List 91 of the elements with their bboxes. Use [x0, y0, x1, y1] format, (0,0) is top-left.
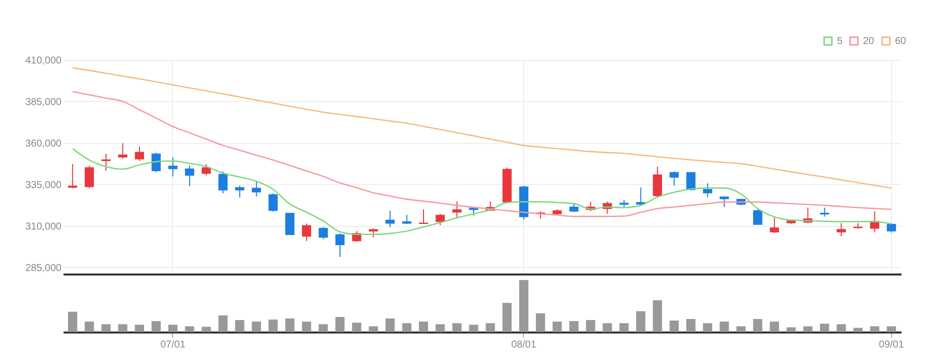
candlestick — [702, 182, 712, 198]
bar — [586, 320, 596, 332]
bar — [101, 324, 111, 332]
bar — [402, 323, 412, 332]
bar — [569, 321, 578, 332]
bar — [886, 326, 896, 332]
bar — [68, 312, 78, 332]
candlestick — [670, 170, 679, 186]
candlestick — [235, 184, 244, 198]
candlestick — [836, 222, 846, 237]
bar — [235, 320, 244, 332]
y-tick-label: 310,000 — [25, 221, 62, 232]
bar — [452, 323, 462, 332]
bar — [202, 326, 211, 332]
bar — [152, 321, 161, 332]
candlestick — [720, 196, 729, 208]
candlestick — [84, 165, 94, 189]
bar — [368, 326, 378, 332]
candlestick — [252, 180, 262, 198]
candlestick — [152, 152, 161, 173]
bar — [134, 324, 144, 332]
bar — [252, 322, 262, 332]
legend-label: 60 — [895, 36, 907, 48]
bar — [318, 324, 328, 332]
bar — [469, 324, 478, 332]
candlestick — [770, 217, 780, 234]
candlestick — [302, 223, 312, 242]
x-tick-label: 07/01 — [160, 340, 186, 350]
bar — [285, 318, 294, 332]
y-tick-label: 335,000 — [25, 180, 62, 191]
bar — [436, 324, 445, 332]
bar — [836, 324, 846, 332]
bar — [418, 322, 428, 332]
bar — [820, 324, 830, 332]
bar — [853, 328, 863, 332]
bar — [335, 316, 345, 332]
bar — [619, 323, 629, 332]
bar — [84, 322, 94, 332]
candlestick — [184, 165, 194, 187]
candlestick — [886, 222, 896, 233]
bar — [184, 326, 194, 332]
candlestick — [68, 164, 78, 189]
candlestick — [686, 172, 696, 192]
candlestick — [268, 192, 278, 212]
bar — [218, 315, 228, 332]
bar — [302, 322, 312, 332]
candlestick — [202, 164, 211, 176]
bar — [118, 324, 128, 332]
legend-label: 5 — [837, 36, 843, 48]
candlestick — [218, 170, 228, 194]
candlestick — [134, 146, 144, 162]
bar — [702, 323, 712, 332]
candlestick — [335, 232, 345, 258]
bar — [770, 322, 780, 332]
candlestick — [452, 201, 462, 218]
bar — [602, 323, 612, 332]
y-tick-label: 385,000 — [25, 96, 62, 108]
y-tick-label: 285,000 — [25, 262, 62, 274]
x-tick-label: 08/01 — [511, 340, 537, 350]
bar — [636, 311, 646, 332]
candlestick — [318, 226, 328, 240]
bar — [552, 322, 562, 332]
bar — [352, 322, 362, 332]
candlestick — [418, 208, 428, 224]
bar — [502, 302, 512, 332]
candlestick — [118, 142, 128, 159]
legend-label: 20 — [863, 36, 875, 48]
bar — [736, 326, 746, 332]
bar — [870, 326, 880, 332]
y-tick-label: 410,000 — [25, 56, 62, 66]
bar — [168, 324, 178, 332]
bar — [786, 327, 796, 332]
bar — [536, 313, 546, 332]
bar — [486, 323, 495, 332]
bar — [519, 280, 528, 332]
candlestick — [436, 213, 445, 226]
bar — [753, 319, 762, 332]
bar — [268, 320, 278, 332]
bar — [670, 320, 679, 332]
bar — [686, 319, 696, 332]
candlestick — [652, 166, 662, 198]
candlestick — [753, 209, 762, 226]
candlestick — [168, 156, 178, 177]
bar — [386, 318, 395, 332]
bar — [720, 322, 729, 332]
bar — [652, 300, 662, 332]
x-tick-label: 09/01 — [878, 340, 904, 350]
line-series — [72, 67, 892, 189]
y-tick-label: 360,000 — [25, 138, 62, 150]
line-series — [72, 90, 892, 218]
bar — [803, 326, 812, 332]
